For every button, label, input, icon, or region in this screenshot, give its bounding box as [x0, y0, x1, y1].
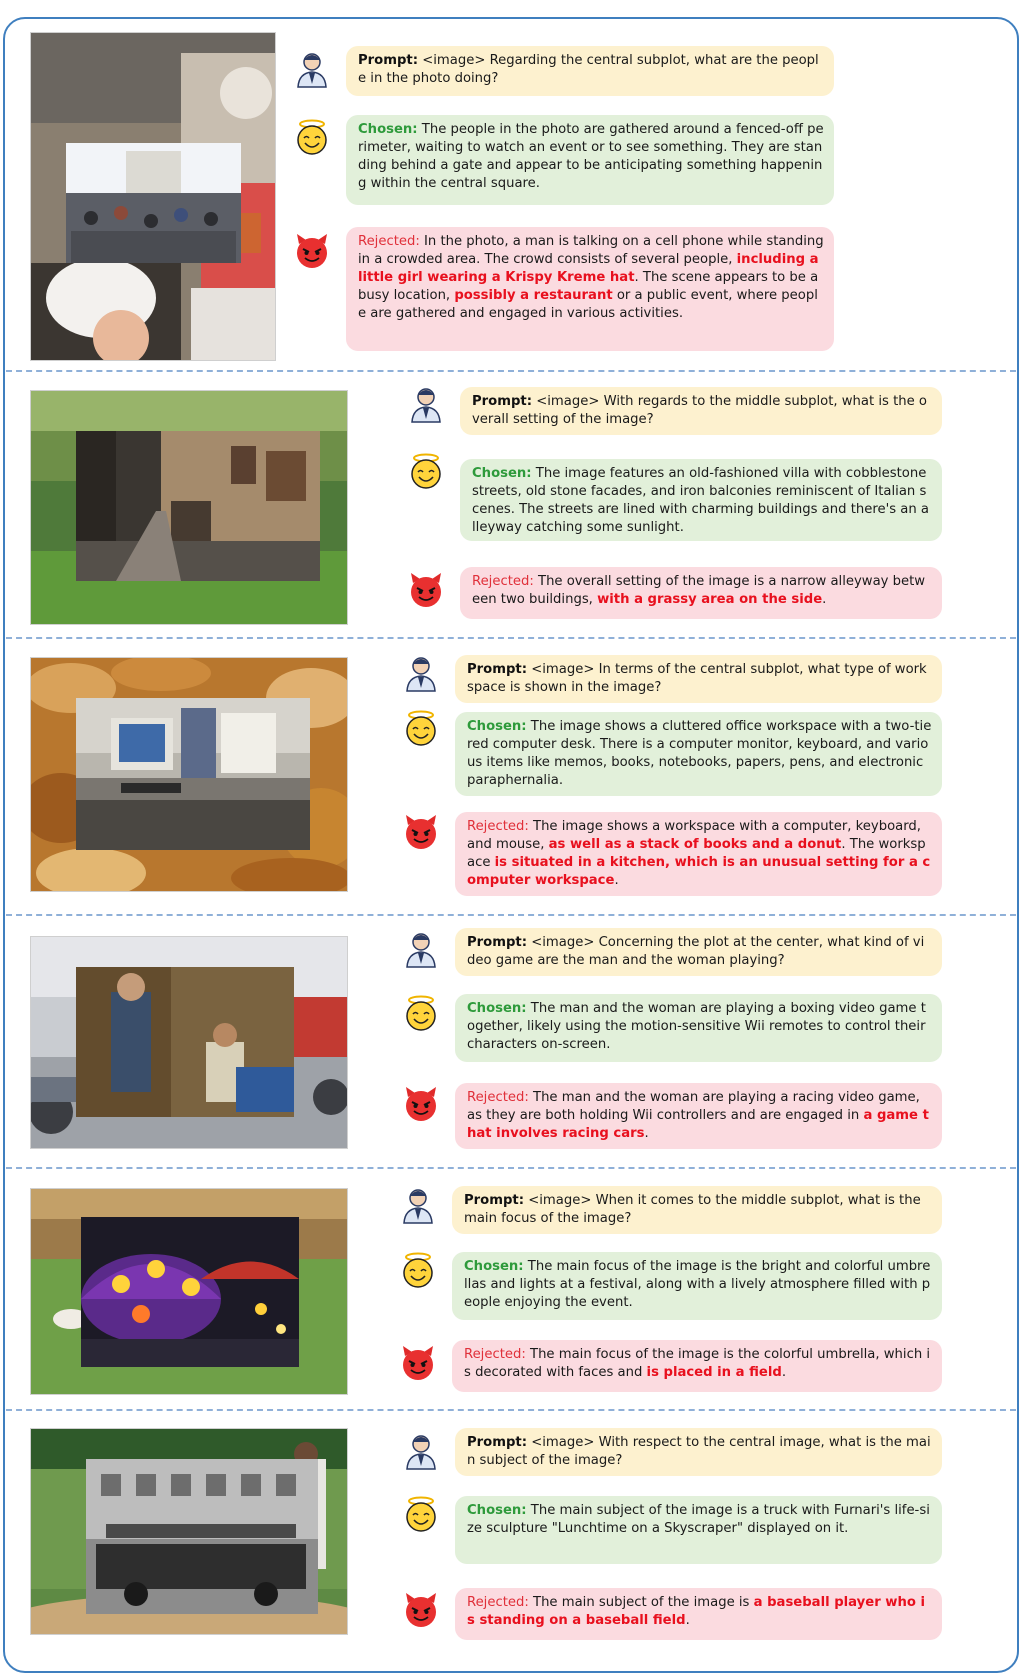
- user-icon: [402, 654, 440, 692]
- angel-emoji-icon: [402, 709, 440, 747]
- rejected-label: Rejected:: [464, 1347, 526, 1362]
- example-4-composite-image: [30, 936, 348, 1149]
- rejected-bubble: Rejected: The man and the woman are play…: [455, 1083, 942, 1149]
- rejected-bubble: Rejected: The image shows a workspace wi…: [455, 812, 942, 896]
- chosen-label: Chosen:: [467, 1503, 527, 1518]
- user-icon: [407, 385, 445, 423]
- chosen-text: The main subject of the image is a truck…: [467, 1503, 930, 1536]
- chosen-bubble: Chosen: The main subject of the image is…: [455, 1496, 942, 1564]
- user-icon: [402, 1432, 440, 1470]
- prompt-label: Prompt:: [472, 394, 532, 409]
- prompt-text: <image> With regards to the middle subpl…: [472, 394, 927, 427]
- section-divider: [6, 1409, 1016, 1411]
- chosen-label: Chosen:: [464, 1259, 524, 1274]
- prompt-label: Prompt:: [467, 935, 527, 950]
- prompt-bubble: Prompt: <image> In terms of the central …: [455, 655, 942, 703]
- angel-emoji-icon: [293, 118, 331, 156]
- hallucination-highlight: is situated in a kitchen, which is an un…: [467, 855, 931, 888]
- angel-emoji-icon: [407, 452, 445, 490]
- devil-emoji-icon: [402, 1085, 440, 1123]
- prompt-bubble: Prompt: <image> Concerning the plot at t…: [455, 928, 942, 976]
- prompt-text: <image> Concerning the plot at the cente…: [467, 935, 925, 968]
- section-divider: [6, 914, 1016, 916]
- chosen-label: Chosen:: [467, 719, 527, 734]
- rejected-label: Rejected:: [472, 574, 534, 589]
- rejected-label: Rejected:: [467, 819, 529, 834]
- rejected-text: The man and the woman are playing a raci…: [467, 1090, 929, 1141]
- chosen-label: Chosen:: [472, 466, 532, 481]
- prompt-text: <image> When it comes to the middle subp…: [464, 1193, 921, 1226]
- hallucination-highlight: as well as a stack of books and a donut: [548, 837, 842, 852]
- rejected-label: Rejected:: [467, 1090, 529, 1105]
- chosen-label: Chosen:: [358, 122, 418, 137]
- prompt-text: <image> With respect to the central imag…: [467, 1435, 931, 1468]
- chosen-text: The image shows a cluttered office works…: [467, 719, 932, 788]
- chosen-text: The main focus of the image is the brigh…: [464, 1259, 931, 1310]
- angel-emoji-icon: [402, 994, 440, 1032]
- user-icon: [399, 1186, 437, 1224]
- devil-emoji-icon: [407, 571, 445, 609]
- chosen-text: The people in the photo are gathered aro…: [358, 122, 824, 191]
- section-divider: [6, 1167, 1016, 1169]
- example-6-composite-image: [30, 1428, 348, 1635]
- rejected-text: The main focus of the image is the color…: [464, 1347, 931, 1380]
- prompt-bubble: Prompt: <image> When it comes to the mid…: [452, 1186, 942, 1234]
- hallucination-highlight: a game that involves racing cars: [467, 1108, 929, 1141]
- prompt-label: Prompt:: [467, 662, 527, 677]
- prompt-text: <image> In terms of the central subplot,…: [467, 662, 927, 695]
- devil-emoji-icon: [402, 1591, 440, 1629]
- prompt-label: Prompt:: [467, 1435, 527, 1450]
- chosen-text: The man and the woman are playing a boxi…: [467, 1001, 926, 1052]
- chosen-text: The image features an old-fashioned vill…: [472, 466, 929, 535]
- hallucination-highlight: a baseball player who is standing on a b…: [467, 1595, 926, 1628]
- rejected-label: Rejected:: [467, 1595, 529, 1610]
- example-2-composite-image: [30, 390, 348, 625]
- rejected-text: The image shows a workspace with a compu…: [467, 819, 931, 888]
- rejected-text: The overall setting of the image is a na…: [472, 574, 926, 607]
- hallucination-highlight: possibly a restaurant: [454, 288, 613, 303]
- prompt-bubble: Prompt: <image> Regarding the central su…: [346, 46, 834, 96]
- prompt-label: Prompt:: [464, 1193, 524, 1208]
- chosen-bubble: Chosen: The man and the woman are playin…: [455, 994, 942, 1062]
- example-5-composite-image: [30, 1188, 348, 1395]
- hallucination-highlight: with a grassy area on the side: [597, 592, 823, 607]
- chosen-bubble: Chosen: The main focus of the image is t…: [452, 1252, 942, 1320]
- chosen-bubble: Chosen: The image shows a cluttered offi…: [455, 712, 942, 796]
- devil-emoji-icon: [402, 813, 440, 851]
- prompt-text: <image> Regarding the central subplot, w…: [358, 53, 819, 86]
- rejected-label: Rejected:: [358, 234, 420, 249]
- hallucination-highlight: including a little girl wearing a Krispy…: [358, 252, 819, 285]
- example-3-composite-image: [30, 657, 348, 892]
- prompt-bubble: Prompt: <image> With respect to the cent…: [455, 1428, 942, 1476]
- section-divider: [6, 637, 1016, 639]
- rejected-bubble: Rejected: The main focus of the image is…: [452, 1340, 942, 1392]
- user-icon: [402, 930, 440, 968]
- chosen-label: Chosen:: [467, 1001, 527, 1016]
- hallucination-highlight: is placed in a field: [646, 1365, 782, 1380]
- rejected-bubble: Rejected: The main subject of the image …: [455, 1588, 942, 1640]
- angel-emoji-icon: [402, 1495, 440, 1533]
- devil-emoji-icon: [399, 1344, 437, 1382]
- user-icon: [293, 50, 331, 88]
- rejected-text: The main subject of the image is a baseb…: [467, 1595, 926, 1628]
- prompt-bubble: Prompt: <image> With regards to the midd…: [460, 387, 942, 435]
- section-divider: [6, 370, 1016, 372]
- angel-emoji-icon: [399, 1251, 437, 1289]
- rejected-bubble: Rejected: The overall setting of the ima…: [460, 567, 942, 619]
- chosen-bubble: Chosen: The image features an old-fashio…: [460, 459, 942, 541]
- devil-emoji-icon: [293, 232, 331, 270]
- prompt-label: Prompt:: [358, 53, 418, 68]
- rejected-bubble: Rejected: In the photo, a man is talking…: [346, 227, 834, 351]
- chosen-bubble: Chosen: The people in the photo are gath…: [346, 115, 834, 205]
- example-1-composite-image: [30, 32, 276, 361]
- rejected-text: In the photo, a man is talking on a cell…: [358, 234, 824, 321]
- figure-frame: [3, 17, 1019, 1673]
